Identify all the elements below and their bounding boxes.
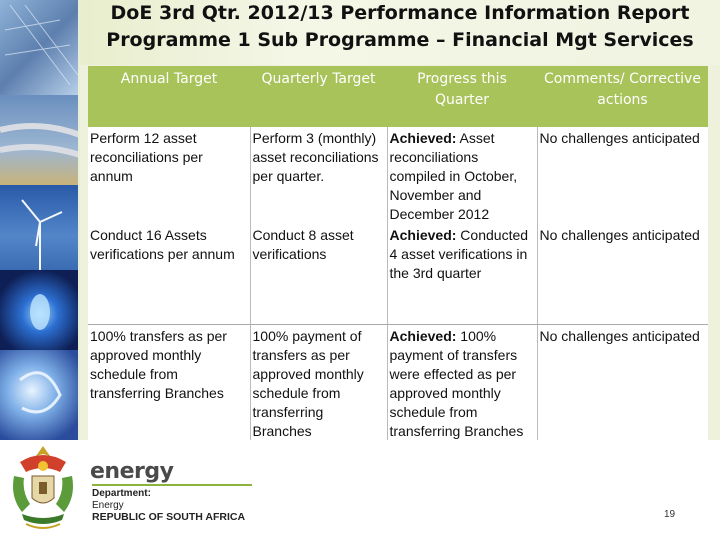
pipeline-photo [0, 95, 80, 185]
photo-strip-details [0, 0, 80, 440]
cell-annual-target: 100% transfers as per approved monthly s… [88, 324, 251, 461]
achieved-label: Achieved: [389, 227, 457, 243]
cell-progress: Achieved: 100% payment of transfers were… [387, 324, 538, 461]
table-row: Perform 12 asset reconciliations per ann… [88, 127, 708, 224]
header-progress: Progress this Quarter [387, 66, 537, 127]
header-annual-target: Annual Target [88, 66, 250, 127]
table-header-row: Annual Target Quarterly Target Progress … [88, 66, 708, 127]
cell-annual-target: Perform 12 asset reconciliations per ann… [88, 127, 251, 224]
title-line-1: DoE 3rd Qtr. 2012/13 Performance Informa… [110, 2, 690, 24]
performance-table: Annual Target Quarterly Target Progress … [88, 66, 708, 461]
department-heading: Department: [92, 488, 151, 499]
header-comments: Comments/ Corrective actions [537, 66, 708, 127]
title-background [0, 0, 720, 65]
title-line-2: Programme 1 Sub Programme – Financial Mg… [106, 29, 694, 51]
cell-quarterly-target: 100% payment of transfers as per approve… [250, 324, 388, 461]
department-label: Department: Energy [92, 488, 151, 512]
cell-comments: No challenges anticipated [537, 224, 708, 325]
table-row: 100% transfers as per approved monthly s… [88, 324, 708, 461]
solar-panel-photo [0, 0, 80, 95]
country-label: REPUBLIC OF SOUTH AFRICA [92, 511, 246, 523]
cell-progress: Achieved: Conducted 4 asset verification… [387, 224, 538, 325]
table-row: Conduct 16 Assets verifications per annu… [88, 224, 708, 325]
header-quarterly-target: Quarterly Target [250, 66, 387, 127]
cell-progress: Achieved: Asset reconciliations compiled… [387, 127, 538, 224]
coat-of-arms-icon [13, 446, 73, 529]
cell-comments: No challenges anticipated [537, 324, 708, 461]
progress-text: Conducted 4 asset verifications in the 3… [389, 227, 529, 281]
page-title: DoE 3rd Qtr. 2012/13 Performance Informa… [80, 0, 720, 54]
performance-table-wrapper: Annual Target Quarterly Target Progress … [88, 66, 708, 461]
brand-divider [92, 484, 252, 486]
light-bulb-photo [0, 350, 80, 440]
achieved-label: Achieved: [389, 130, 457, 146]
page-number: 19 [664, 509, 676, 520]
energy-brand: energy [90, 459, 174, 484]
cell-quarterly-target: Perform 3 (monthly) asset reconciliation… [250, 127, 388, 224]
cell-annual-target: Conduct 16 Assets verifications per annu… [88, 224, 251, 325]
department-name: Energy [92, 500, 124, 511]
cell-comments: No challenges anticipated [537, 127, 708, 224]
progress-text: Asset reconciliations compiled in Octobe… [389, 130, 518, 222]
achieved-label: Achieved: [389, 328, 457, 344]
energy-photo-strip [0, 0, 80, 440]
footer [0, 440, 720, 540]
cell-quarterly-target: Conduct 8 asset verifications [250, 224, 388, 325]
progress-text: 100% payment of transfers were effected … [389, 328, 524, 439]
